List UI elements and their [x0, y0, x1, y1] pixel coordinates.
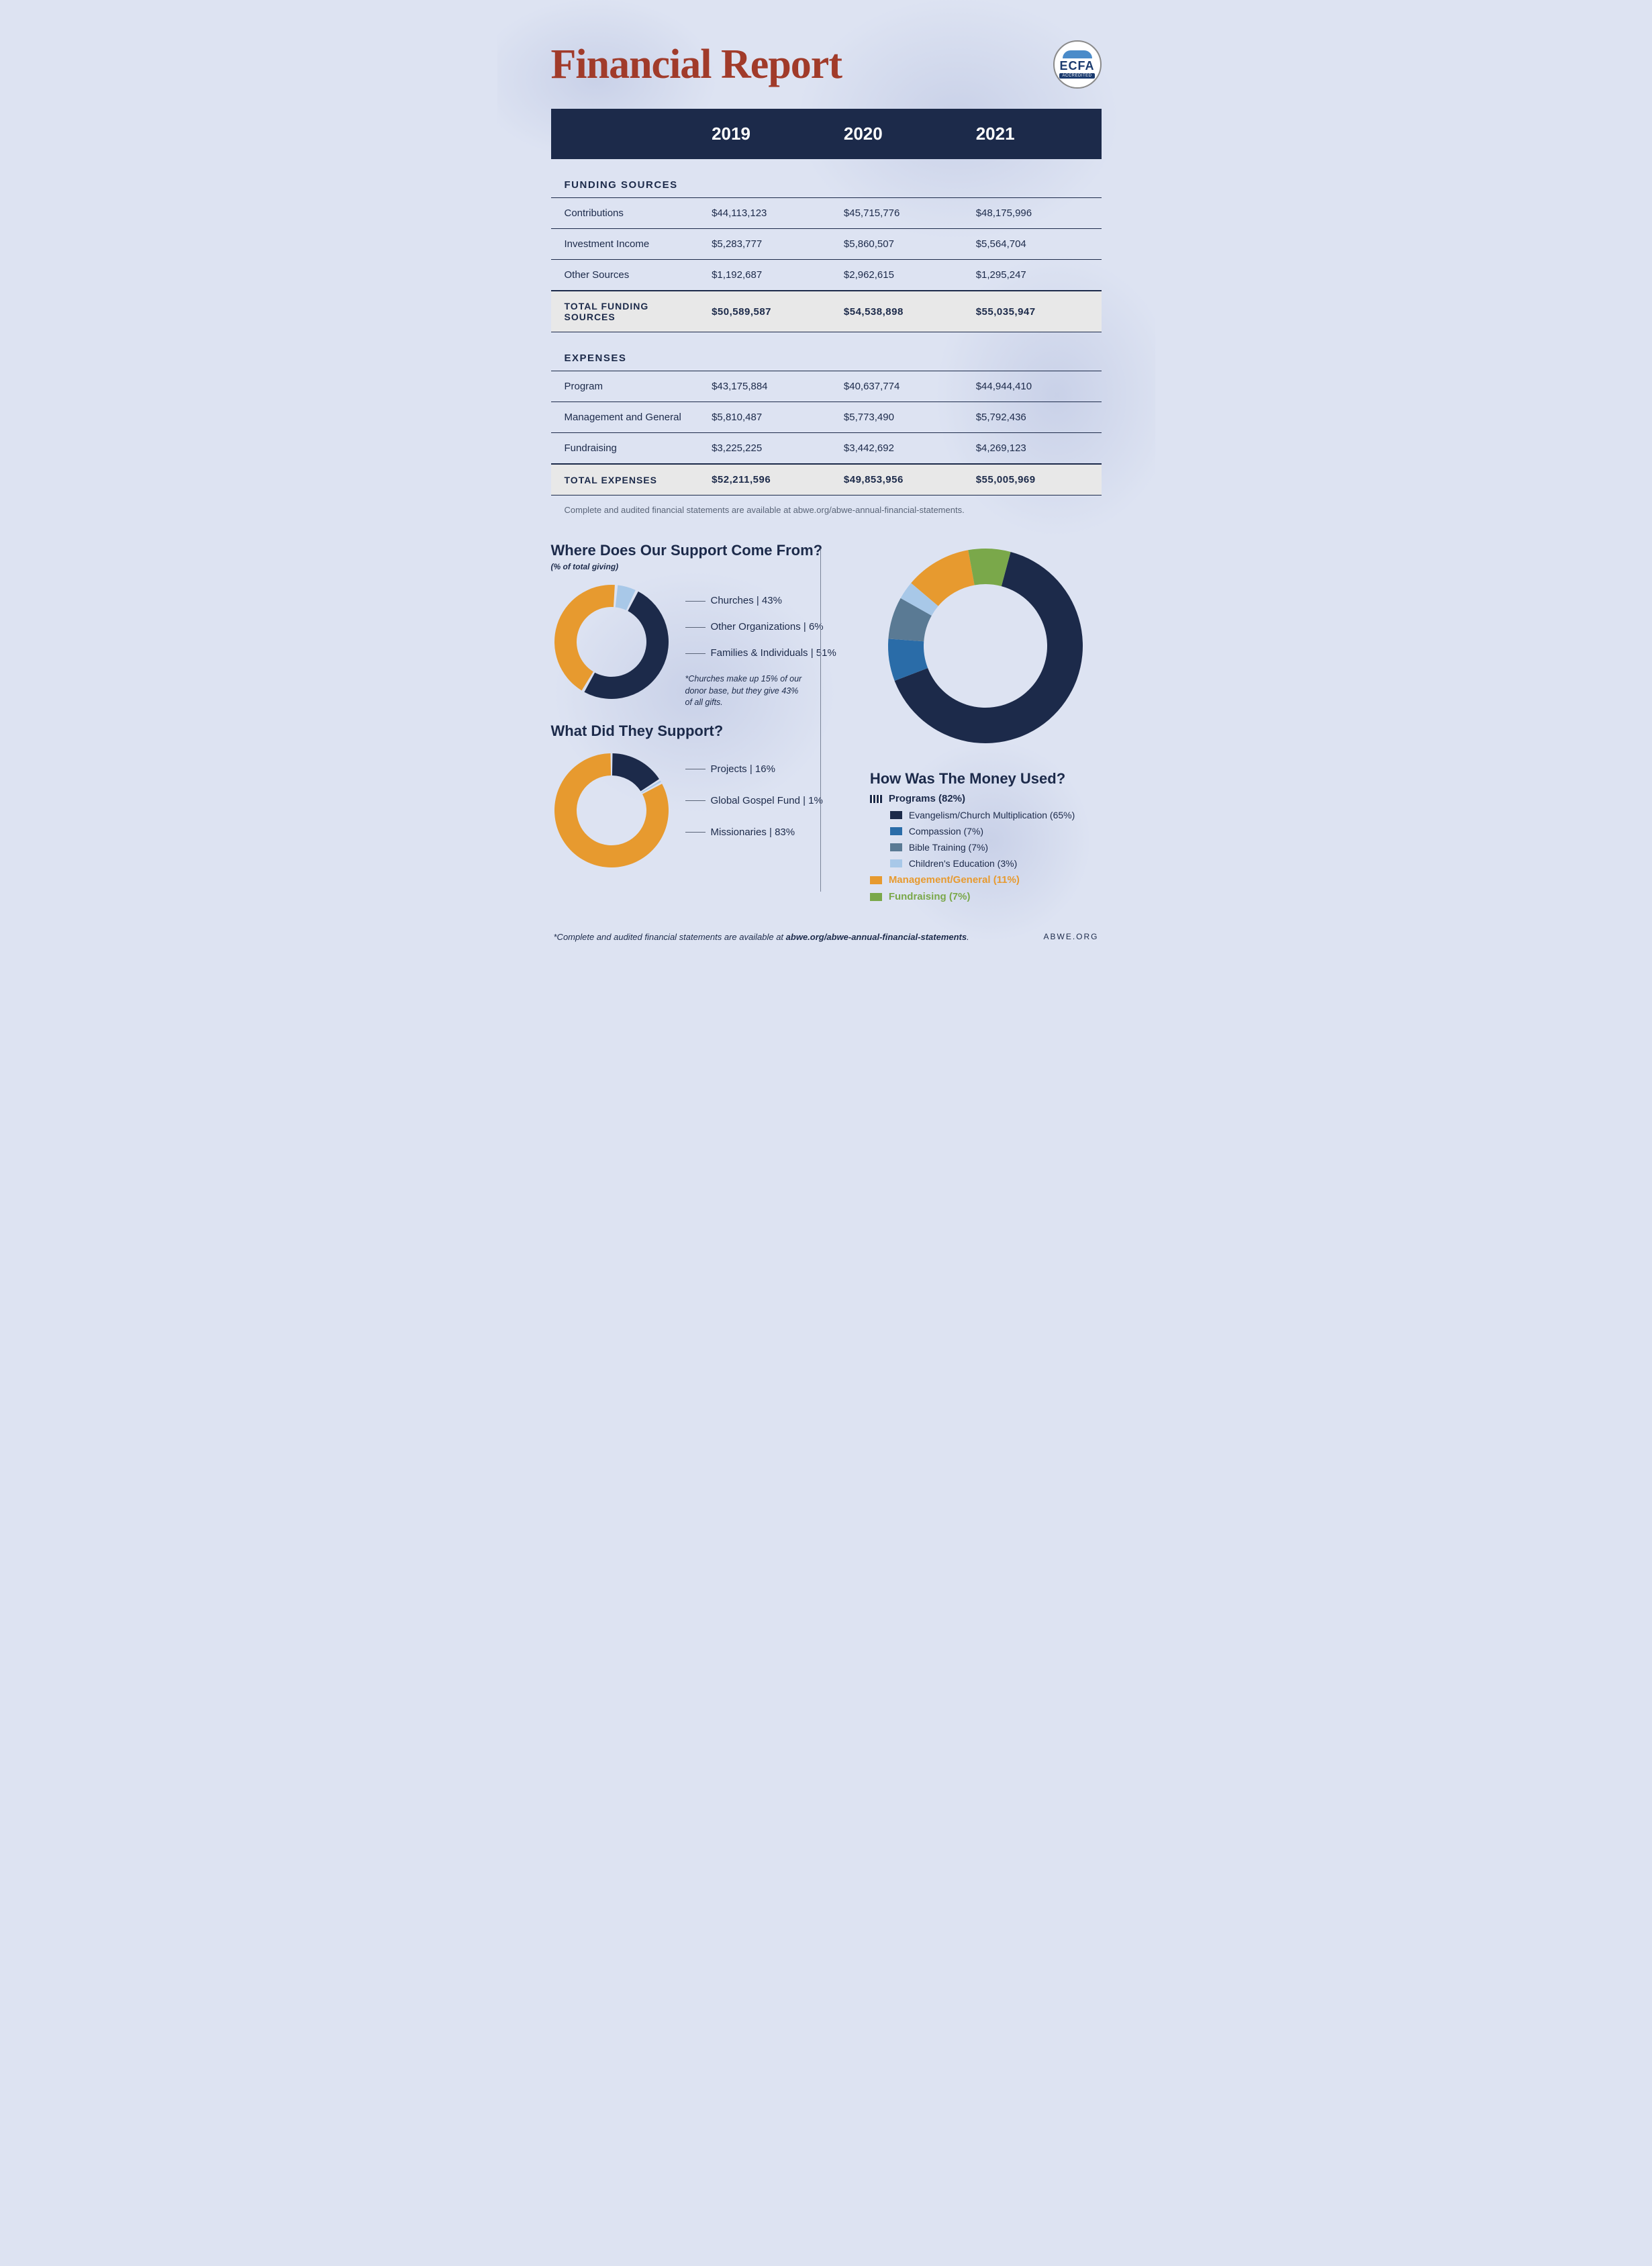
legend-item: Management/General (11%) [870, 871, 1102, 888]
legend-item: Children's Education (3%) [870, 855, 1102, 871]
chart-footnote: *Churches make up 15% of our donor base,… [685, 673, 806, 709]
funding-table: Contributions$44,113,123$45,715,776$48,1… [551, 197, 1102, 332]
chart-label: Churches | 43% [685, 595, 836, 606]
money-used-title: How Was The Money Used? [870, 770, 1102, 788]
supported-donut [551, 750, 672, 871]
ecfa-badge-icon: ECFA ACCREDITED [1053, 40, 1102, 89]
footer-note: *Complete and audited financial statemen… [554, 932, 969, 942]
funding-title: FUNDING SOURCES [551, 159, 1102, 197]
table-total-row: TOTAL FUNDING SOURCES$50,589,587$54,538,… [551, 291, 1102, 332]
money-used-legend: Programs (82%)Evangelism/Church Multipli… [870, 790, 1102, 905]
legend-item: Bible Training (7%) [870, 839, 1102, 855]
footer: *Complete and audited financial statemen… [551, 932, 1102, 942]
page-title: Financial Report [551, 41, 842, 89]
left-chart-column: Where Does Our Support Come From? (% of … [551, 542, 850, 905]
year-col: 2021 [969, 124, 1102, 144]
chart-label: Projects | 16% [685, 763, 823, 775]
chart-label: Global Gospel Fund | 1% [685, 795, 823, 806]
table-row: Contributions$44,113,123$45,715,776$48,1… [551, 198, 1102, 229]
table-row: Management and General$5,810,487$5,773,4… [551, 402, 1102, 433]
support-from-subtitle: (% of total giving) [551, 562, 836, 571]
chart-label: Other Organizations | 6% [685, 621, 836, 632]
chart-label: Missionaries | 83% [685, 827, 823, 838]
header: Financial Report ECFA ACCREDITED [551, 40, 1102, 89]
supported-title: What Did They Support? [551, 722, 836, 740]
legend-item: Compassion (7%) [870, 823, 1102, 839]
footer-site: ABWE.ORG [1043, 932, 1098, 942]
table-row: Fundraising$3,225,225$3,442,692$4,269,12… [551, 433, 1102, 465]
year-col: 2019 [705, 124, 837, 144]
legend-item: Evangelism/Church Multiplication (65%) [870, 807, 1102, 823]
money-used-donut [881, 542, 1089, 750]
donut-slice [612, 753, 659, 791]
table-row: Investment Income$5,283,777$5,860,507$5,… [551, 229, 1102, 260]
support-from-donut [551, 581, 672, 702]
expenses-table: Program$43,175,884$40,637,774$44,944,410… [551, 371, 1102, 495]
donut-slice [554, 585, 615, 690]
chart-divider [820, 549, 821, 892]
chart-label: Families & Individuals | 51% [685, 647, 836, 659]
table-row: Program$43,175,884$40,637,774$44,944,410 [551, 371, 1102, 402]
audit-note: Complete and audited financial statement… [551, 495, 1102, 515]
support-from-title: Where Does Our Support Come From? [551, 542, 836, 559]
year-col: 2020 [837, 124, 969, 144]
right-chart-column: How Was The Money Used? Programs (82%)Ev… [850, 542, 1102, 905]
expenses-title: EXPENSES [551, 332, 1102, 371]
table-row: Other Sources$1,192,687$2,962,615$1,295,… [551, 260, 1102, 291]
support-from-labels: Churches | 43% Other Organizations | 6% Fa… [685, 581, 836, 709]
legend-item: Programs (82%) [870, 790, 1102, 807]
table-total-row: TOTAL EXPENSES$52,211,596$49,853,956$55,… [551, 464, 1102, 495]
supported-labels: Projects | 16% Global Gospel Fund | 1% Mis… [685, 750, 823, 838]
year-header: 2019 2020 2021 [551, 109, 1102, 159]
legend-item: Fundraising (7%) [870, 888, 1102, 905]
